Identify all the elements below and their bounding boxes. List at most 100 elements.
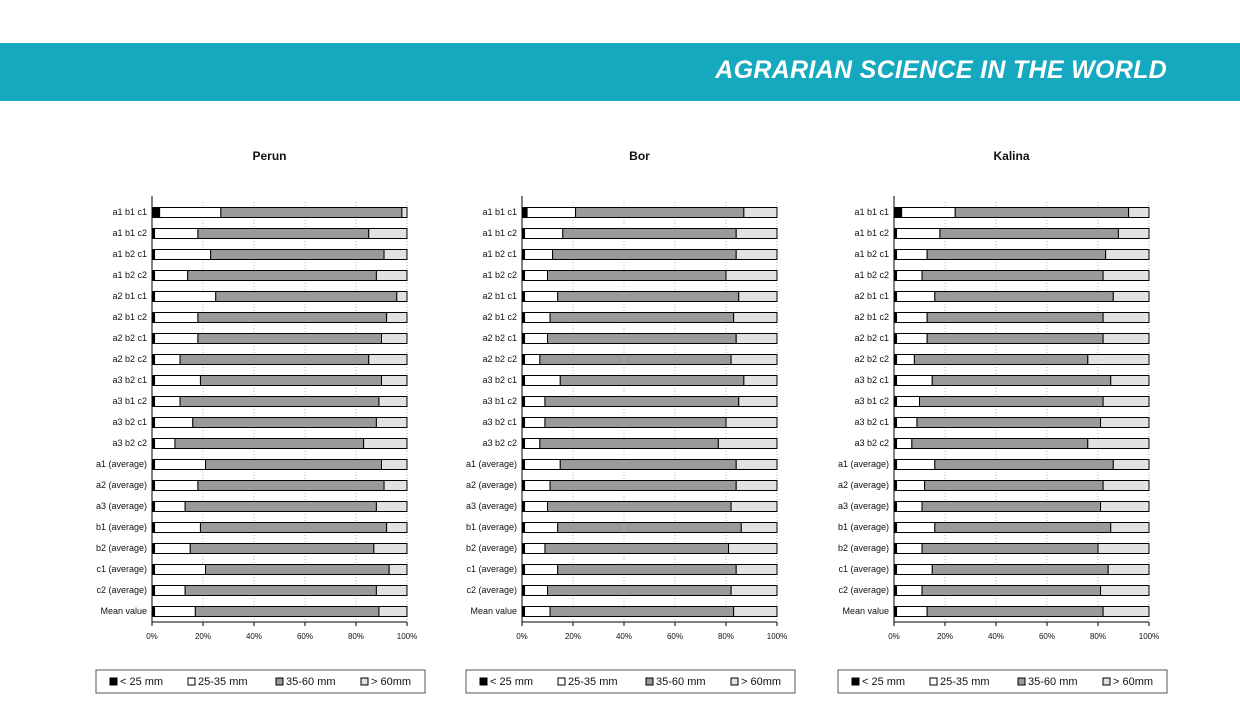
y-tick-label: a2 b1 c1 bbox=[482, 291, 517, 301]
bar-segment bbox=[1128, 207, 1150, 218]
x-tick-label: 100% bbox=[1139, 632, 1159, 641]
legend-swatch bbox=[645, 677, 654, 686]
bar-segment bbox=[740, 522, 778, 533]
legend-swatch bbox=[275, 677, 284, 686]
bar-segment bbox=[934, 459, 1114, 470]
bar-segment bbox=[896, 480, 926, 491]
x-tick-label: 20% bbox=[565, 632, 581, 641]
bar-segment bbox=[921, 585, 1102, 596]
legend-box bbox=[95, 669, 426, 694]
y-tick-label: a2 b2 c1 bbox=[854, 333, 889, 343]
bar-segment bbox=[388, 564, 408, 575]
bar-segment bbox=[896, 333, 928, 344]
y-tick-label: a1 b1 c1 bbox=[112, 207, 147, 217]
y-tick-label: a3 b2 c1 bbox=[854, 375, 889, 385]
bar-segment bbox=[375, 417, 408, 428]
bar-segment bbox=[738, 396, 778, 407]
legend-label: < 25 mm bbox=[120, 676, 163, 688]
bar-segment bbox=[1102, 270, 1150, 281]
bar-segment bbox=[381, 333, 408, 344]
bar-segment bbox=[154, 228, 199, 239]
bar-segment bbox=[735, 333, 778, 344]
bar-segment bbox=[896, 585, 923, 596]
bar-segment bbox=[735, 480, 778, 491]
bar-segment bbox=[896, 228, 941, 239]
y-tick-label: b1 (average) bbox=[466, 522, 517, 532]
bar-segment bbox=[383, 480, 408, 491]
y-tick-label: a2 (average) bbox=[96, 480, 147, 490]
y-tick-label: a3 b1 c2 bbox=[112, 396, 147, 406]
bar-segment bbox=[896, 564, 933, 575]
legend-swatch bbox=[851, 677, 860, 686]
bar-segment bbox=[524, 312, 551, 323]
bar-segment bbox=[154, 459, 207, 470]
bar-segment bbox=[154, 543, 191, 554]
bar-segment bbox=[738, 291, 778, 302]
y-tick-label: c2 (average) bbox=[838, 585, 889, 595]
bar-segment bbox=[381, 459, 408, 470]
legend-label: 25-35 mm bbox=[198, 676, 248, 688]
bar-segment bbox=[1112, 459, 1150, 470]
bar-segment bbox=[386, 312, 408, 323]
bar-segment bbox=[743, 207, 778, 218]
bar-segment bbox=[524, 375, 561, 386]
bar-segment bbox=[735, 249, 778, 260]
legend-label: 25-35 mm bbox=[940, 676, 990, 688]
bar-segment bbox=[524, 396, 546, 407]
bar-segment bbox=[373, 543, 408, 554]
bar-segment bbox=[896, 354, 915, 365]
y-tick-label: a1 b1 c2 bbox=[482, 228, 517, 238]
legend-swatch bbox=[929, 677, 938, 686]
bar-segment bbox=[375, 501, 408, 512]
legend-label: < 25 mm bbox=[862, 676, 905, 688]
bar-segment bbox=[197, 228, 370, 239]
y-tick-label: a1 (average) bbox=[466, 459, 517, 469]
bar-segment bbox=[1102, 480, 1150, 491]
y-tick-label: a1 b1 c1 bbox=[482, 207, 517, 217]
bar-segment bbox=[547, 270, 727, 281]
bar-segment bbox=[154, 375, 201, 386]
bar-segment bbox=[911, 438, 1089, 449]
y-tick-label: a2 b2 c1 bbox=[112, 333, 147, 343]
bar-segment bbox=[896, 291, 936, 302]
bar-segment bbox=[524, 333, 548, 344]
x-tick-label: 80% bbox=[1090, 632, 1106, 641]
banner-title: AGRARIAN SCIENCE IN THE WORLD bbox=[715, 56, 1167, 84]
y-tick-label: a3 (average) bbox=[838, 501, 889, 511]
bar-segment bbox=[725, 270, 778, 281]
bar-segment bbox=[896, 270, 923, 281]
bar-segment bbox=[730, 585, 778, 596]
bar-segment bbox=[728, 543, 778, 554]
bar-segment bbox=[547, 585, 732, 596]
bar-segment bbox=[919, 396, 1104, 407]
bar-segment bbox=[368, 354, 408, 365]
legend-label: > 60mm bbox=[1113, 676, 1153, 688]
y-tick-label: a1 b1 c2 bbox=[854, 228, 889, 238]
bar-segment bbox=[901, 207, 956, 218]
y-tick-label: a1 b1 c2 bbox=[112, 228, 147, 238]
y-tick-label: c2 (average) bbox=[466, 585, 517, 595]
bar-segment bbox=[1097, 543, 1150, 554]
y-tick-label: b2 (average) bbox=[466, 543, 517, 553]
y-tick-label: b2 (average) bbox=[96, 543, 147, 553]
bar-segment bbox=[524, 438, 541, 449]
y-tick-label: a2 b1 c2 bbox=[112, 312, 147, 322]
bar-segment bbox=[154, 291, 217, 302]
bar-segment bbox=[931, 375, 1112, 386]
y-tick-label: a1 b1 c1 bbox=[854, 207, 889, 217]
bar-segment bbox=[552, 249, 737, 260]
bar-segment bbox=[363, 438, 408, 449]
bar-segment bbox=[154, 585, 186, 596]
x-tick-label: 0% bbox=[146, 632, 158, 641]
bar-segment bbox=[375, 585, 408, 596]
y-tick-label: Mean value bbox=[470, 606, 517, 616]
bar-segment bbox=[539, 354, 732, 365]
y-tick-label: a2 b2 c2 bbox=[482, 354, 517, 364]
y-tick-label: a1 (average) bbox=[838, 459, 889, 469]
bar-segment bbox=[215, 291, 398, 302]
y-tick-label: b1 (average) bbox=[838, 522, 889, 532]
y-tick-label: a2 b1 c1 bbox=[112, 291, 147, 301]
legend-box bbox=[465, 669, 796, 694]
y-tick-label: a2 (average) bbox=[466, 480, 517, 490]
